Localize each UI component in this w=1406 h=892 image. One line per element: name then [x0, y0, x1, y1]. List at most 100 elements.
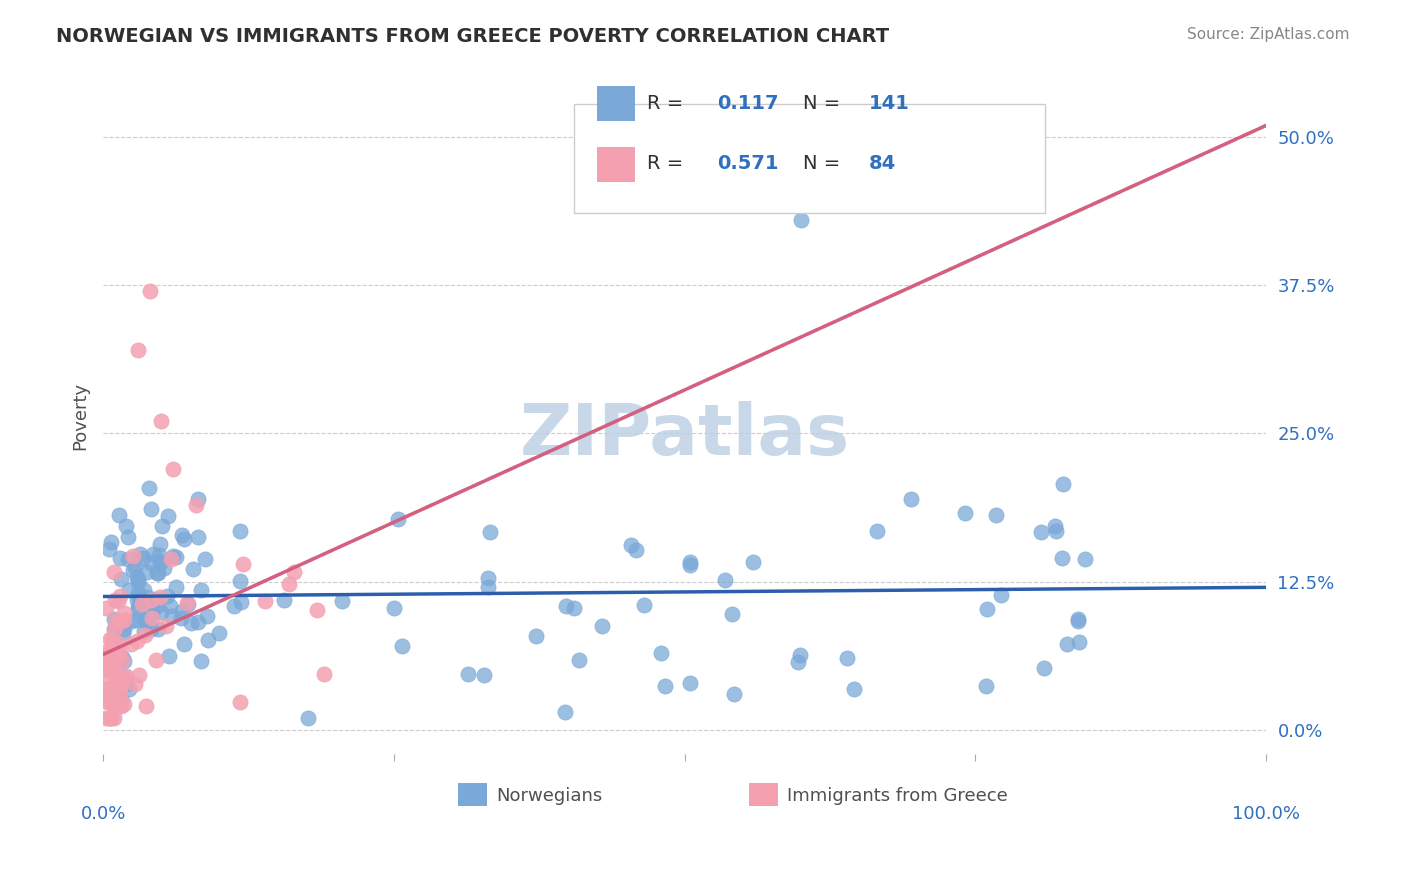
Text: Source: ZipAtlas.com: Source: ZipAtlas.com: [1187, 27, 1350, 42]
Point: [114, 622, 136, 636]
Point: [132, 624, 155, 639]
Point: [650, 646, 672, 660]
Point: [181, 562, 204, 576]
Point: [568, 653, 591, 667]
Point: [177, 598, 200, 612]
Point: [1067, 635, 1090, 649]
Point: [391, 639, 413, 653]
Point: [190, 582, 212, 597]
Point: [314, 667, 336, 681]
Point: [120, 615, 142, 629]
Point: [127, 634, 149, 648]
Text: Norwegians: Norwegians: [496, 787, 603, 805]
Point: [96, 695, 118, 709]
Point: [107, 647, 129, 661]
Point: [101, 657, 124, 671]
Point: [305, 603, 328, 617]
Point: [127, 570, 149, 584]
Point: [253, 594, 276, 608]
Point: [148, 622, 170, 636]
Point: [148, 548, 170, 562]
Point: [104, 700, 127, 714]
Point: [138, 284, 160, 298]
Point: [159, 599, 181, 614]
Point: [155, 619, 177, 633]
Point: [165, 550, 187, 565]
Point: [176, 596, 198, 610]
Point: [229, 595, 252, 609]
Point: [141, 607, 163, 621]
Text: N =: N =: [803, 154, 846, 174]
Point: [115, 669, 138, 683]
Point: [120, 637, 142, 651]
Point: [101, 632, 124, 647]
Point: [141, 611, 163, 625]
Point: [1052, 477, 1074, 491]
Point: [150, 415, 173, 429]
Point: [159, 649, 181, 664]
Point: [94, 711, 117, 725]
Point: [162, 549, 184, 564]
Point: [94, 657, 117, 672]
Point: [170, 604, 193, 618]
Point: [139, 598, 162, 612]
Point: [98, 645, 121, 659]
Point: [145, 599, 167, 613]
Point: [974, 680, 997, 694]
Point: [723, 687, 745, 701]
Point: [866, 524, 889, 539]
Point: [679, 558, 702, 572]
Point: [562, 600, 585, 615]
Point: [101, 660, 124, 674]
Point: [953, 506, 976, 520]
Point: [98, 711, 121, 725]
Point: [107, 593, 129, 607]
Point: [105, 614, 128, 628]
Point: [98, 660, 121, 674]
Point: [173, 532, 195, 546]
Point: [103, 657, 125, 672]
Point: [104, 592, 127, 607]
Point: [105, 645, 128, 659]
Point: [297, 711, 319, 725]
Point: [127, 343, 149, 358]
Point: [900, 491, 922, 506]
Point: [103, 612, 125, 626]
Text: R =: R =: [648, 154, 690, 174]
Point: [1067, 614, 1090, 628]
Point: [98, 711, 121, 725]
Point: [107, 699, 129, 714]
Point: [162, 609, 184, 624]
Point: [118, 682, 141, 697]
Point: [146, 566, 169, 580]
Point: [117, 530, 139, 544]
Point: [134, 628, 156, 642]
Point: [103, 565, 125, 579]
Point: [654, 679, 676, 693]
Point: [110, 572, 132, 586]
Point: [111, 650, 134, 665]
Point: [107, 675, 129, 690]
Point: [112, 697, 135, 711]
Point: [1045, 524, 1067, 539]
Point: [138, 481, 160, 495]
Point: [127, 602, 149, 616]
Point: [472, 668, 495, 682]
Point: [108, 648, 131, 662]
Point: [145, 653, 167, 667]
Point: [98, 541, 121, 556]
FancyBboxPatch shape: [748, 783, 778, 806]
Point: [136, 590, 159, 604]
Point: [98, 657, 121, 672]
Point: [790, 212, 813, 227]
Point: [100, 690, 122, 705]
Point: [194, 551, 217, 566]
Point: [1029, 524, 1052, 539]
Point: [108, 687, 131, 701]
Text: ZIPatlas: ZIPatlas: [520, 401, 849, 470]
Point: [132, 550, 155, 565]
Point: [117, 552, 139, 566]
Point: [132, 582, 155, 597]
Text: NORWEGIAN VS IMMIGRANTS FROM GREECE POVERTY CORRELATION CHART: NORWEGIAN VS IMMIGRANTS FROM GREECE POVE…: [56, 27, 890, 45]
Point: [100, 711, 122, 725]
